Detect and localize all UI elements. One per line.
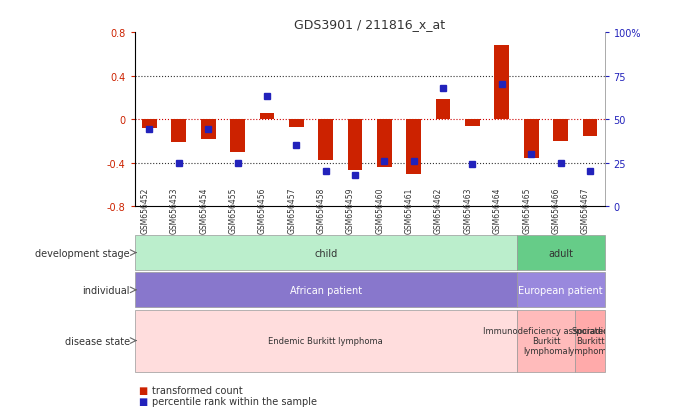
Text: GSM656465: GSM656465 <box>522 187 531 233</box>
Text: GSM656453: GSM656453 <box>170 187 179 233</box>
Text: GSM656460: GSM656460 <box>375 187 384 233</box>
Bar <box>135 273 516 308</box>
Text: GSM656457: GSM656457 <box>287 187 296 233</box>
Bar <box>436 100 451 120</box>
Text: Endemic Burkitt lymphoma: Endemic Burkitt lymphoma <box>268 336 383 345</box>
Text: GSM656463: GSM656463 <box>464 187 473 233</box>
Bar <box>516 310 575 372</box>
Bar <box>583 120 597 137</box>
Text: disease state: disease state <box>65 336 130 346</box>
Text: ■: ■ <box>138 396 147 406</box>
Text: GSM656456: GSM656456 <box>258 187 267 233</box>
Text: GSM656462: GSM656462 <box>434 187 443 233</box>
Text: child: child <box>314 248 337 258</box>
Bar <box>289 120 303 127</box>
Text: transformed count: transformed count <box>152 385 243 395</box>
Text: GSM656466: GSM656466 <box>551 187 560 233</box>
Bar <box>135 310 516 372</box>
Bar <box>524 120 538 159</box>
Text: European patient: European patient <box>518 285 603 295</box>
Text: GSM656454: GSM656454 <box>199 187 208 233</box>
Bar <box>575 310 605 372</box>
Text: GSM656455: GSM656455 <box>229 187 238 233</box>
Text: GSM656464: GSM656464 <box>493 187 502 233</box>
Text: ■: ■ <box>138 385 147 395</box>
Bar <box>135 235 516 271</box>
Text: GSM656452: GSM656452 <box>140 187 149 233</box>
Text: percentile rank within the sample: percentile rank within the sample <box>152 396 317 406</box>
Bar <box>142 120 157 128</box>
Bar <box>171 120 186 142</box>
Text: Sporadic
Burkitt
lymphoma: Sporadic Burkitt lymphoma <box>567 326 612 356</box>
Bar <box>319 120 333 161</box>
Text: African patient: African patient <box>290 285 361 295</box>
Bar <box>516 273 605 308</box>
Text: GSM656459: GSM656459 <box>346 187 355 233</box>
Bar <box>348 120 362 171</box>
Bar <box>553 120 568 142</box>
Title: GDS3901 / 211816_x_at: GDS3901 / 211816_x_at <box>294 17 445 31</box>
Text: adult: adult <box>548 248 573 258</box>
Bar <box>495 46 509 120</box>
Bar <box>406 120 421 175</box>
Text: individual: individual <box>82 285 130 295</box>
Bar <box>201 120 216 139</box>
Text: GSM656458: GSM656458 <box>316 187 325 233</box>
Text: GSM656461: GSM656461 <box>405 187 414 233</box>
Bar <box>377 120 392 168</box>
Text: Immunodeficiency associated
Burkitt
lymphoma: Immunodeficiency associated Burkitt lymp… <box>483 326 609 356</box>
Text: GSM656467: GSM656467 <box>581 187 590 233</box>
Bar <box>465 120 480 126</box>
Bar <box>516 235 605 271</box>
Bar <box>260 113 274 120</box>
Bar <box>230 120 245 152</box>
Text: development stage: development stage <box>35 248 130 258</box>
